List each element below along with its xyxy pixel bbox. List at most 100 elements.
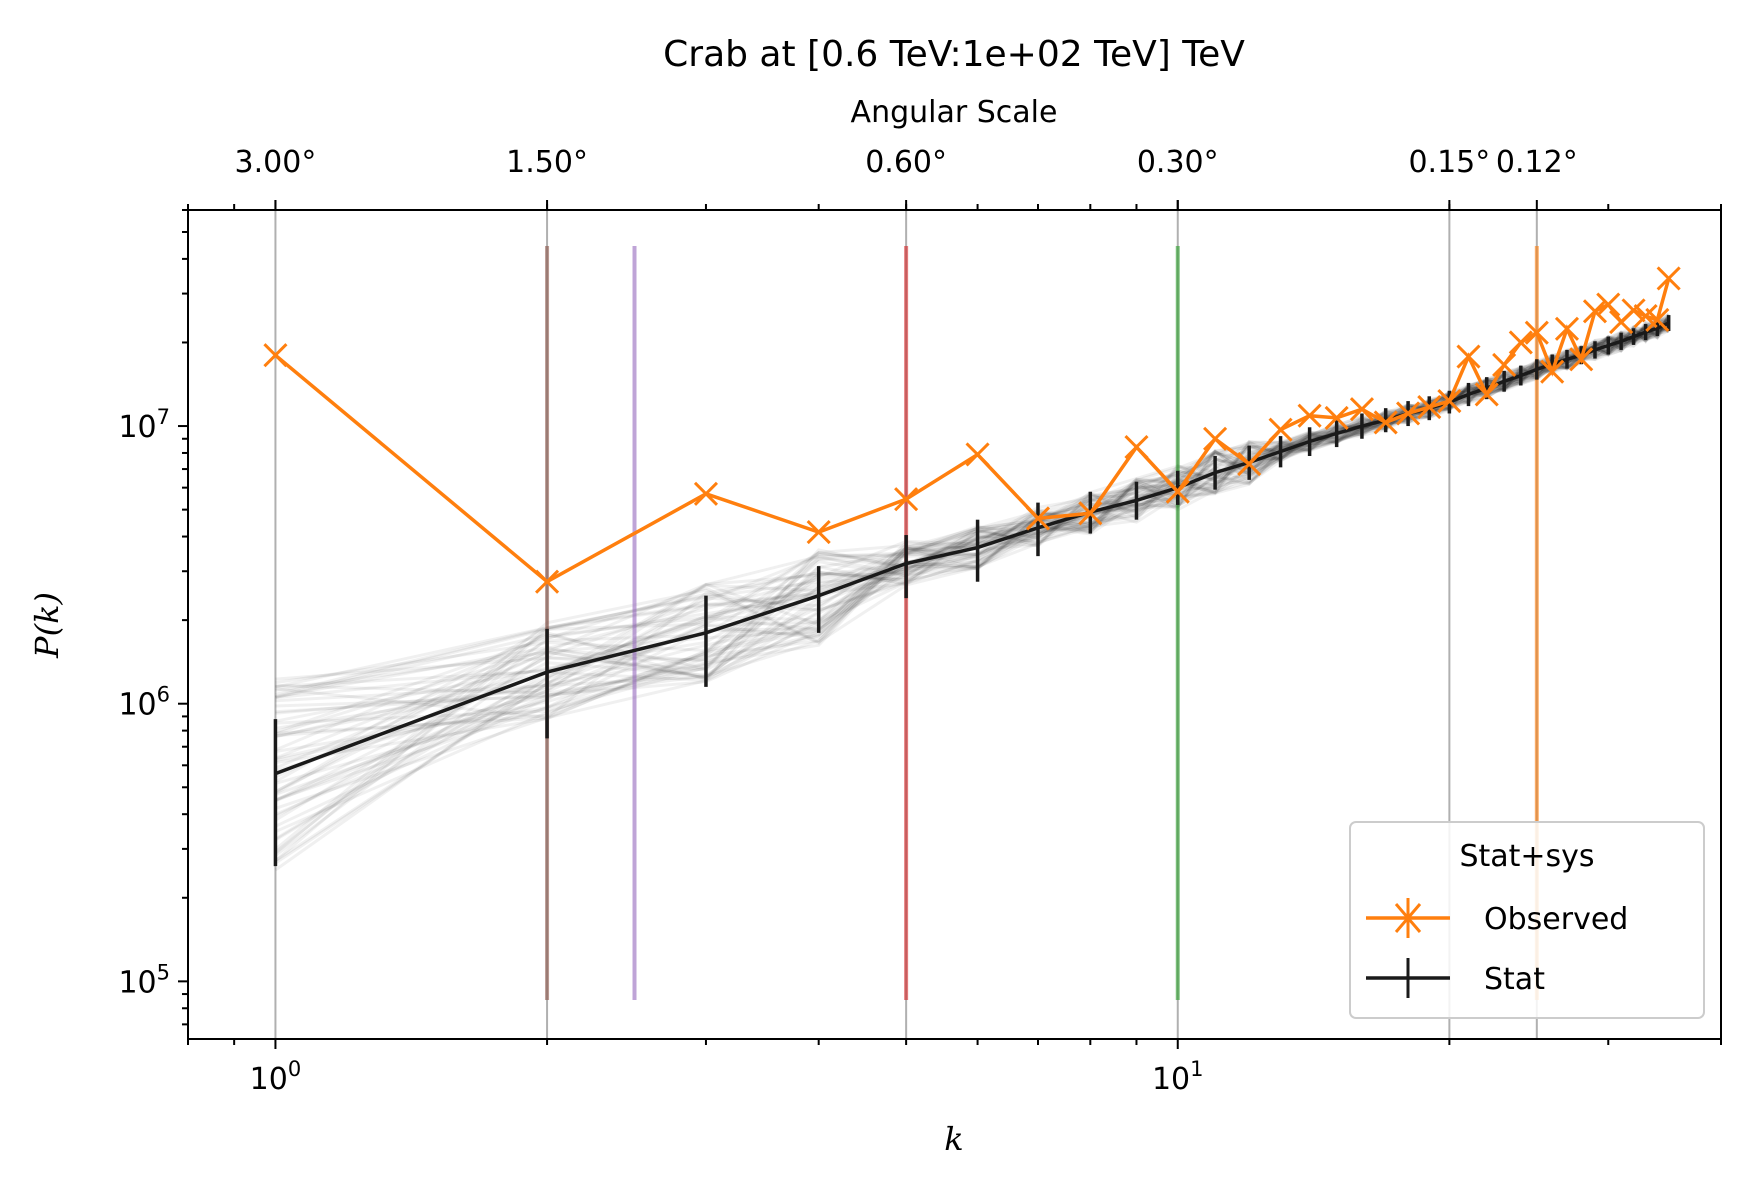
top-tick-label: 3.00° [235, 145, 317, 180]
observed-point [1645, 307, 1670, 333]
marker-stroke [1349, 397, 1374, 422]
observed-point [1297, 403, 1322, 428]
observed-point [806, 520, 831, 545]
exponent: 5 [157, 960, 170, 984]
legend: Stat+sys Observed Stat [1349, 821, 1705, 1019]
observed-point [1025, 506, 1051, 531]
marker-stroke [1324, 405, 1349, 430]
observed-point [1437, 389, 1462, 414]
exponent: 1 [1190, 1057, 1203, 1081]
marker-stroke [1078, 501, 1103, 526]
plot-frame [187, 209, 1722, 1040]
realization-line [275, 327, 1669, 715]
observed-point [1417, 395, 1442, 420]
x-tick-label: 100 [250, 1057, 302, 1097]
marker-stroke [1437, 389, 1462, 414]
marker-stroke [1373, 410, 1398, 435]
legend-title: Stat+sys [1459, 839, 1594, 874]
x-tick-label: 101 [1152, 1057, 1204, 1097]
marker-stroke [1596, 292, 1621, 317]
observed-point [535, 569, 560, 594]
marker-stroke [1524, 320, 1549, 345]
chart-title: Crab at [0.6 TeV:1e+02 TeV] TeV [663, 34, 1245, 75]
observed-point [1078, 501, 1103, 526]
marker-stroke [1492, 352, 1517, 378]
observed-point [1268, 417, 1293, 442]
observed-series [263, 266, 1681, 594]
marker-stroke [965, 442, 990, 467]
marker-stroke [1621, 298, 1646, 323]
marker-stroke [1633, 303, 1658, 329]
marker-stroke [1203, 426, 1228, 451]
observed-point [1621, 298, 1646, 323]
observed-point [965, 442, 990, 467]
observed-point [1508, 330, 1533, 355]
top-tick-label: 0.60° [865, 145, 947, 180]
stat-series [273, 315, 1671, 867]
observed-point [1474, 382, 1499, 407]
observed-point [1124, 435, 1149, 460]
top-axis-label: Angular Scale [851, 95, 1058, 130]
top-tick-label: 0.12° [1496, 145, 1578, 180]
legend-stat-label: Stat [1484, 962, 1545, 997]
observed-point [1237, 451, 1262, 477]
marker-stroke [1124, 435, 1149, 460]
realization-line [275, 327, 1670, 692]
marker-stroke [894, 487, 919, 512]
observed-point [1524, 320, 1549, 345]
observed-point [1349, 397, 1374, 422]
marker-stroke [1237, 451, 1262, 477]
observed-point [1569, 347, 1594, 372]
marker-stroke [1396, 401, 1421, 426]
marker-stroke [1456, 344, 1481, 369]
observed-point [693, 481, 719, 506]
marker-stroke [806, 520, 831, 545]
marker-stroke [1474, 382, 1499, 407]
y-axis-label: P(k) [28, 592, 66, 659]
marker-stroke [1417, 395, 1442, 420]
observed-point [1203, 426, 1228, 451]
marker-stroke [1582, 299, 1608, 324]
marker-stroke [535, 569, 560, 594]
top-axis: 3.00° 1.50° 0.60° 0.30° 0.15° 0.12° [235, 145, 1578, 210]
observed-point [1373, 410, 1398, 435]
marker-stroke [1508, 330, 1533, 355]
top-tick-label: 0.15° [1408, 145, 1490, 180]
exponent: 0 [288, 1057, 301, 1081]
y-tick-label: 106 [118, 683, 170, 723]
observed-point [1456, 344, 1481, 369]
marker-stroke [263, 343, 288, 368]
marker-stroke [693, 481, 719, 506]
observed-point [1396, 401, 1421, 426]
marker-stroke [1268, 417, 1293, 442]
observed-point [1656, 266, 1681, 291]
marker-stroke [1540, 359, 1565, 384]
marker-stroke [1645, 307, 1670, 333]
marker-stroke [1025, 506, 1051, 531]
observed-point [1596, 292, 1621, 317]
marker-stroke [1569, 347, 1594, 372]
marker-stroke [1165, 479, 1190, 504]
legend-box [1349, 821, 1705, 1019]
marker-stroke [1297, 403, 1322, 428]
legend-observed-label: Observed [1484, 902, 1628, 937]
observed-point [894, 487, 919, 512]
observed-point [263, 343, 288, 368]
y-axis: 105 106 107 [118, 209, 188, 1026]
y-tick-label: 107 [118, 405, 170, 445]
observed-point [1165, 479, 1190, 504]
observed-point [1582, 299, 1608, 324]
top-tick-label: 1.50° [506, 145, 588, 180]
marker-stroke [1656, 266, 1681, 291]
marker-stroke [1554, 316, 1580, 341]
observed-point [1492, 352, 1517, 378]
observed-point [1554, 316, 1580, 341]
exponent: 7 [157, 405, 170, 429]
x-axis-label: k [944, 1120, 963, 1158]
observed-point [1324, 405, 1349, 430]
exponent: 6 [157, 683, 170, 707]
observed-point [1540, 359, 1565, 384]
y-tick-label: 105 [118, 960, 170, 1000]
realization-line [274, 327, 1669, 855]
